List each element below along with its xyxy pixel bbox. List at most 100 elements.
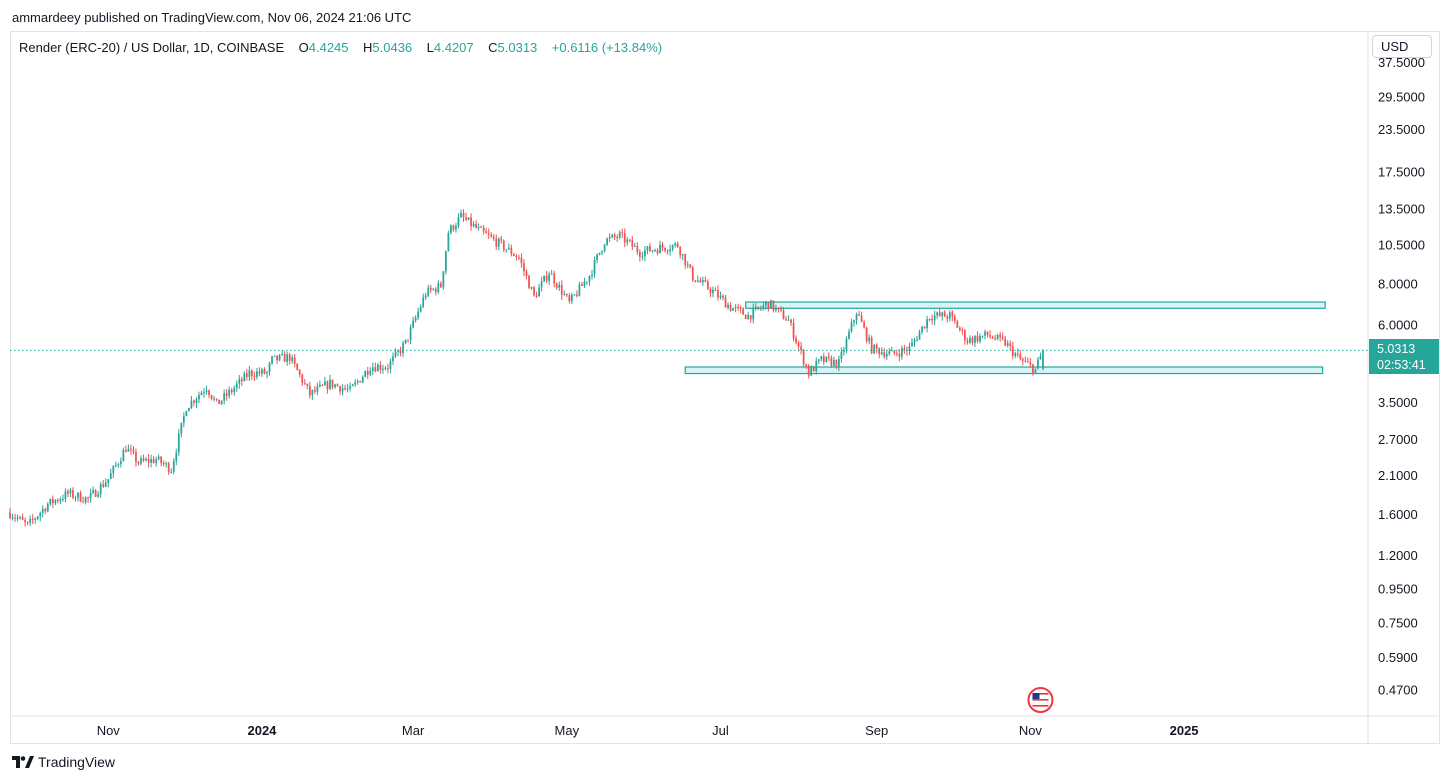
candle-body [107,479,110,483]
candle-body [465,217,467,220]
candle-body [62,499,64,501]
candle-body [311,389,314,396]
candle-body [1004,338,1007,346]
candle-body [167,463,170,473]
candle-body [99,484,102,495]
candle-body [92,490,95,493]
candle-body [626,239,629,243]
candle-body [283,353,286,362]
candle-body [404,339,407,344]
candle-body [742,308,745,315]
currency-button[interactable]: USD [1372,35,1432,58]
symbol-name[interactable]: Render (ERC-20) / US Dollar, 1D, COINBAS… [19,40,285,55]
candle-body [611,234,614,238]
candle-body [560,284,563,295]
candle-body [802,350,805,365]
candle-body [787,319,790,321]
candle-body [918,331,921,340]
candle-body [981,335,984,337]
candle-body [472,223,475,227]
candle-body [1034,368,1037,373]
candle-body [722,295,724,298]
candle-body [870,337,873,354]
candle-body [155,459,158,463]
candle-body [452,225,455,230]
candle-body [860,315,863,323]
candle-body [885,354,888,357]
time-tick-label: Mar [402,723,425,738]
candle-body [79,492,82,502]
candle-body [301,374,304,383]
candle-body [923,326,926,329]
candle-body [326,381,329,389]
price-tick-label: 17.5000 [1378,164,1425,179]
candle-body [480,226,483,228]
candle-body [334,384,336,388]
candle-body [568,295,571,302]
candle-body [1001,336,1004,339]
candle-body [651,250,654,252]
candle-body [409,327,412,340]
flag-stripe [1032,705,1049,707]
candle-body [757,306,760,309]
candle-body [321,384,324,386]
candle-body [384,368,387,370]
candle-body [109,473,112,480]
candle-body [291,357,294,361]
candle-body [419,306,422,312]
candle-body [278,354,281,361]
candle-body [374,367,377,372]
candle-body [349,386,352,389]
candle-body [1016,353,1019,355]
candle-body [195,399,198,403]
candle-body [994,338,996,340]
candle-body [893,350,896,354]
chart-frame [10,31,1440,744]
candle-body [324,381,326,386]
candle-body [775,307,777,311]
candle-body [1014,353,1017,356]
candle-body [948,312,951,319]
candle-body [177,433,180,453]
candle-body [198,395,200,400]
candle-body [767,302,770,309]
candle-body [845,338,848,351]
candle-body [991,336,994,339]
candle-body [213,398,215,400]
candle-body [523,263,525,272]
tradingview-logo[interactable]: TradingView [12,754,115,770]
candle-body [223,393,226,401]
candle-body [699,280,702,283]
candle-body [24,519,26,522]
candle-body [485,231,488,234]
candle-body [764,302,767,306]
us-flag-event-icon[interactable] [1027,687,1054,713]
candle-body [444,251,447,272]
candle-body [712,289,714,294]
candle-body [865,327,868,342]
candle-body [94,490,97,497]
candle-body [248,370,251,377]
candle-body [603,244,606,251]
candle-body [233,388,236,393]
candle-body [596,254,598,260]
candle-body [681,254,684,256]
candle-body [487,233,490,235]
price-tick-label: 0.9500 [1378,582,1418,597]
candle-body [399,350,402,354]
candle-body [696,280,699,282]
candle-body [54,500,57,504]
candle-body [72,490,74,498]
candle-body [19,516,21,518]
candle-body [271,356,273,364]
candle-body [707,281,709,289]
candle-body [649,246,651,252]
candle-body [732,308,734,311]
candle-body [563,294,566,296]
candle-body [901,348,903,357]
price-tick-label: 29.5000 [1378,90,1425,105]
candle-body [389,361,392,369]
candle-body [1019,354,1022,360]
candle-body [762,305,765,309]
